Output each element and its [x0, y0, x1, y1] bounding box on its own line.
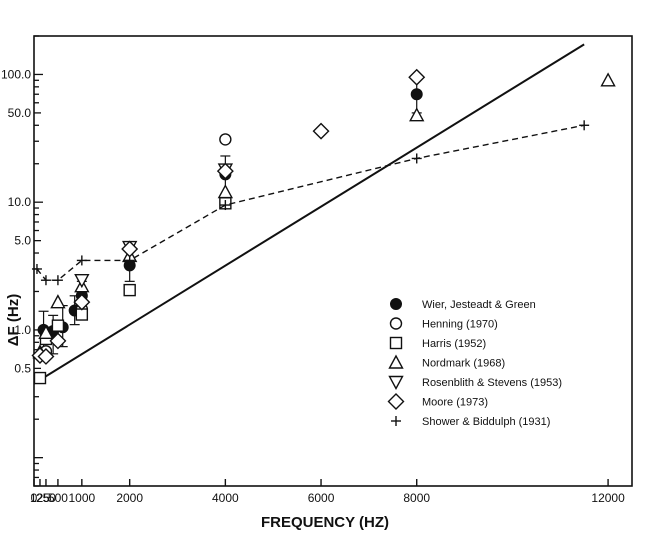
data-point: [411, 153, 422, 164]
data-point: [388, 354, 404, 369]
data-point: [390, 298, 402, 310]
data-point: [391, 416, 401, 426]
legend-label: Henning (1970): [422, 319, 498, 331]
data-point: [217, 184, 234, 199]
data-point: [579, 120, 590, 131]
y-axis-label: ΔF (Hz): [5, 294, 22, 346]
x-tick-label: 12000: [591, 491, 625, 505]
x-tick-label: 8000: [403, 491, 430, 505]
y-tick-label: 5.0: [14, 234, 31, 248]
data-point: [389, 317, 403, 330]
data-point: [408, 68, 426, 86]
x-tick-label: 1000: [68, 491, 95, 505]
data-point: [76, 255, 87, 266]
data-point: [219, 133, 232, 146]
series: [31, 68, 426, 365]
plot-frame: [33, 35, 633, 487]
y-tick-label: 10.0: [8, 195, 32, 209]
x-tick-label: 2000: [116, 491, 143, 505]
series: [31, 120, 590, 286]
data-point: [220, 200, 231, 211]
legend-label: Rosenblith & Stevens (1953): [422, 377, 562, 389]
legend-item: Nordmark (1968): [388, 354, 505, 370]
data-point: [40, 275, 51, 286]
data-point: [37, 347, 55, 365]
x-tick-label: 6000: [308, 491, 335, 505]
fit-line: [33, 43, 585, 385]
data-point: [312, 122, 330, 140]
data-point: [74, 274, 90, 289]
data-point: [389, 336, 403, 350]
data-point: [52, 275, 63, 286]
series: [37, 76, 423, 358]
x-axis-label: FREQUENCY (HZ): [261, 514, 389, 531]
legend-label: Moore (1973): [422, 397, 488, 409]
legend-label: Nordmark (1968): [422, 358, 505, 370]
legend-item: Henning (1970): [389, 317, 498, 331]
data-point: [216, 162, 234, 180]
data-point: [387, 393, 405, 410]
data-point: [123, 283, 136, 297]
data-point: [75, 308, 89, 321]
series-line: [36, 124, 585, 281]
series: [33, 197, 232, 385]
legend-label: Harris (1952): [422, 338, 486, 350]
data-point: [49, 332, 67, 350]
y-tick-label: 50.0: [8, 106, 32, 120]
data-point: [409, 107, 425, 122]
legend-item: Moore (1973): [387, 393, 488, 410]
data-point: [33, 371, 47, 385]
series: [74, 163, 234, 289]
data-point: [124, 255, 135, 266]
x-tick-label: 500: [48, 491, 68, 505]
legend-item: Rosenblith & Stevens (1953): [388, 375, 562, 390]
x-tick-label: 125: [30, 491, 50, 505]
data-point: [73, 293, 91, 311]
x-tick-label: 4000: [212, 491, 239, 505]
series: [39, 133, 232, 358]
y-tick-label: 100.0: [1, 67, 31, 81]
legend-label: Shower & Biddulph (1931): [422, 416, 550, 428]
series: [32, 72, 616, 359]
data-point: [51, 319, 65, 332]
y-tick-label: 0.5: [14, 361, 31, 375]
data-point: [410, 88, 423, 101]
legend-item: Wier, Jesteadt & Green: [390, 298, 536, 311]
x-tick-label: 250: [36, 491, 56, 505]
x-tick-label: 0: [31, 491, 38, 505]
legend-item: Harris (1952): [389, 336, 486, 350]
data-point: [50, 294, 66, 309]
legend-item: Shower & Biddulph (1931): [391, 416, 550, 428]
data-point: [388, 375, 404, 390]
data-point: [38, 324, 54, 339]
y-tick-label: 1.0: [14, 323, 31, 337]
data-point: [600, 72, 616, 87]
legend-label: Wier, Jesteadt & Green: [422, 299, 536, 311]
data-point: [31, 263, 42, 274]
